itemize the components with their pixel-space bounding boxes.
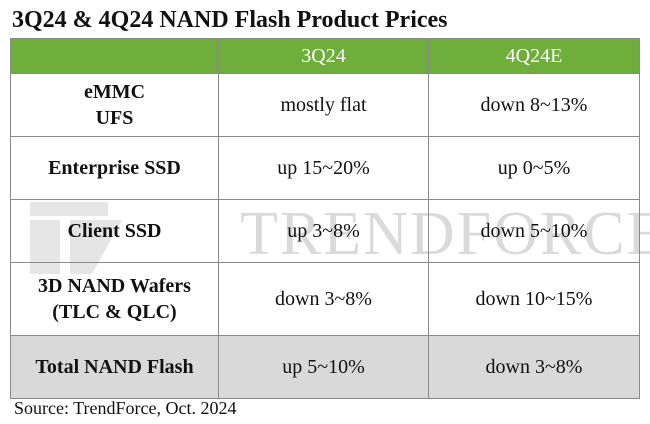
cell-4q24e: up 0~5% bbox=[428, 136, 640, 200]
cell-3q24: down 3~8% bbox=[218, 262, 429, 336]
row-label-line2: (TLC & QLC) bbox=[52, 301, 177, 323]
row-label-total-nand-flash: Total NAND Flash bbox=[10, 335, 219, 399]
cell-4q24e: down 5~10% bbox=[428, 199, 640, 263]
page-title: 3Q24 & 4Q24 NAND Flash Product Prices bbox=[12, 7, 448, 33]
cell-4q24e: down 8~13% bbox=[428, 73, 640, 137]
table-row: Client SSD up 3~8% down 5~10% bbox=[10, 199, 640, 263]
cell-4q24e: down 3~8% bbox=[428, 335, 640, 399]
row-label-line1: eMMC bbox=[83, 81, 146, 103]
cell-3q24: up 3~8% bbox=[218, 199, 429, 263]
row-label-3d-nand-wafers: 3D NAND Wafers (TLC & QLC) bbox=[10, 262, 219, 336]
row-label-client-ssd: Client SSD bbox=[10, 199, 219, 263]
price-table: 3Q24 4Q24E eMMC UFS mostly flat down 8~1… bbox=[10, 38, 640, 399]
row-label-line1: 3D NAND Wafers bbox=[38, 275, 191, 297]
header-corner bbox=[10, 38, 219, 74]
table-row: 3D NAND Wafers (TLC & QLC) down 3~8% dow… bbox=[10, 262, 640, 336]
header-3q24: 3Q24 bbox=[218, 38, 429, 74]
table-row-total: Total NAND Flash up 5~10% down 3~8% bbox=[10, 335, 640, 399]
header-4q24e: 4Q24E bbox=[428, 38, 640, 74]
table-row: Enterprise SSD up 15~20% up 0~5% bbox=[10, 136, 640, 200]
cell-3q24: mostly flat bbox=[218, 73, 429, 137]
table-header-row: 3Q24 4Q24E bbox=[10, 38, 640, 74]
cell-3q24: up 15~20% bbox=[218, 136, 429, 200]
table-row: eMMC UFS mostly flat down 8~13% bbox=[10, 73, 640, 137]
cell-3q24: up 5~10% bbox=[218, 335, 429, 399]
row-label-enterprise-ssd: Enterprise SSD bbox=[10, 136, 219, 200]
cell-4q24e: down 10~15% bbox=[428, 262, 640, 336]
source-note: Source: TrendForce, Oct. 2024 bbox=[14, 398, 237, 418]
row-label-line2: UFS bbox=[95, 107, 134, 129]
row-label-emmc-ufs: eMMC UFS bbox=[10, 73, 219, 137]
